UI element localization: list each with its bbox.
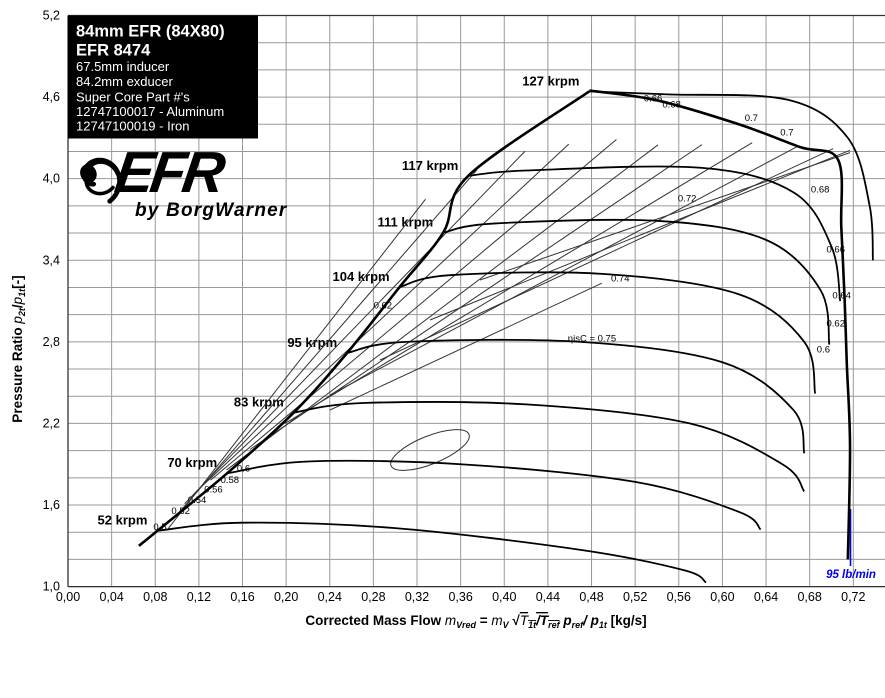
svg-text:0,40: 0,40 [492,590,516,604]
svg-text:0,64: 0,64 [754,590,778,604]
svg-text:0,68: 0,68 [797,590,821,604]
svg-text:0.64: 0.64 [832,291,851,302]
svg-text:52 krpm: 52 krpm [98,513,148,528]
svg-text:5,2: 5,2 [43,9,60,23]
svg-text:1,0: 1,0 [43,580,60,594]
svg-text:0.72: 0.72 [678,193,697,204]
svg-text:84.2mm exducer: 84.2mm exducer [76,74,173,89]
svg-text:95 lb/min: 95 lb/min [826,569,876,581]
svg-text:127 krpm: 127 krpm [522,73,579,88]
svg-text:0,08: 0,08 [143,590,167,604]
svg-text:0,04: 0,04 [99,590,123,604]
svg-text:0,72: 0,72 [841,590,865,604]
svg-text:0,52: 0,52 [623,590,647,604]
svg-text:0.7: 0.7 [780,128,793,139]
svg-text:111 krpm: 111 krpm [378,215,434,230]
svg-text:0,24: 0,24 [318,590,342,604]
svg-text:0,32: 0,32 [405,590,429,604]
svg-text:Pressure Ratio p2t/p1t[-]: Pressure Ratio p2t/p1t[-] [10,275,27,422]
svg-text:0.7: 0.7 [745,113,758,124]
svg-text:0.68: 0.68 [811,185,830,196]
svg-text:4,6: 4,6 [43,90,60,104]
svg-text:EFR 8474: EFR 8474 [76,42,151,60]
svg-text:117 krpm: 117 krpm [402,158,458,173]
svg-text:3,4: 3,4 [43,253,60,267]
svg-text:EFR: EFR [111,140,229,205]
svg-text:95 krpm: 95 krpm [287,335,337,350]
svg-text:0.6: 0.6 [817,344,830,355]
svg-text:12747100019 - Iron: 12747100019 - Iron [76,119,189,134]
svg-text:67.5mm inducer: 67.5mm inducer [76,59,170,74]
svg-text:2,8: 2,8 [43,335,60,349]
svg-text:0,48: 0,48 [579,590,603,604]
svg-text:83 krpm: 83 krpm [234,395,284,410]
svg-text:70 krpm: 70 krpm [167,455,217,470]
svg-text:0,56: 0,56 [667,590,691,604]
svg-text:Corrected Mass Flow mVred = mV: Corrected Mass Flow mVred = mV √T1t/Tref… [305,613,646,630]
svg-text:0,60: 0,60 [710,590,734,604]
svg-text:0,20: 0,20 [274,590,298,604]
svg-text:12747100017 - Aluminum: 12747100017 - Aluminum [76,104,224,119]
svg-text:1,6: 1,6 [43,498,60,512]
svg-text:84mm EFR (84X80): 84mm EFR (84X80) [76,23,225,41]
svg-text:4,0: 4,0 [43,172,60,186]
svg-text:0,16: 0,16 [230,590,254,604]
svg-text:0,36: 0,36 [448,590,472,604]
svg-text:by BorgWarner: by BorgWarner [135,200,288,221]
svg-text:2,2: 2,2 [43,416,60,430]
svg-text:0,44: 0,44 [536,590,560,604]
svg-text:Super Core Part #'s: Super Core Part #'s [76,90,190,105]
svg-text:0,12: 0,12 [187,590,211,604]
svg-text:0,28: 0,28 [361,590,385,604]
